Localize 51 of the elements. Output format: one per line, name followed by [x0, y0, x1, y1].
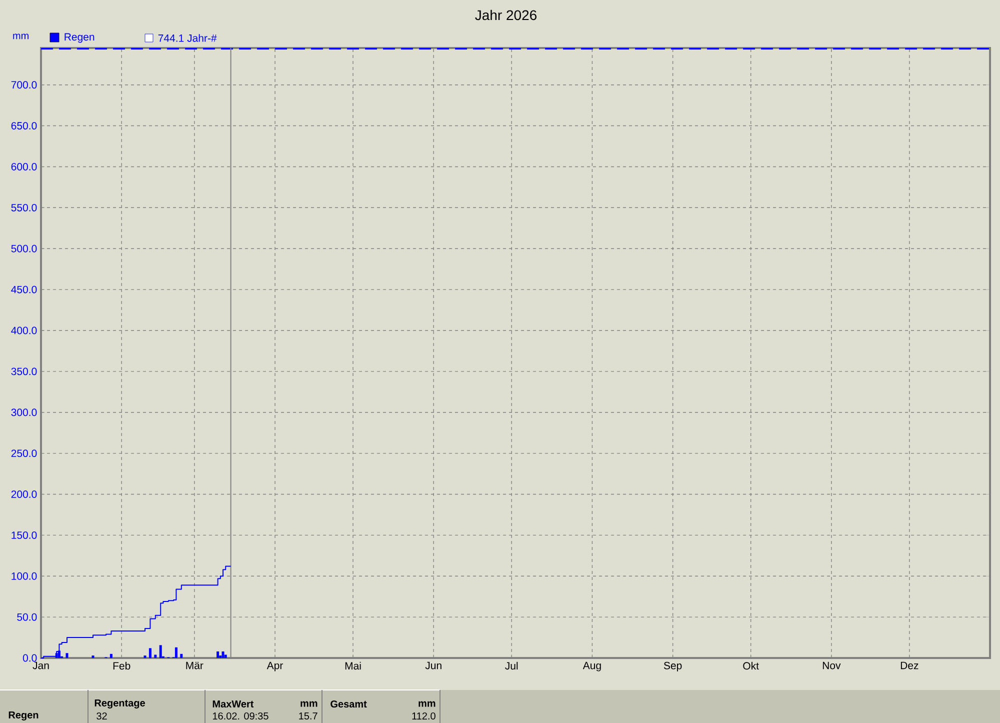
legend-label: 744.1 Jahr-#: [158, 34, 217, 42]
y-tick-label: 150.0: [12, 531, 37, 539]
text: 32: [96, 712, 107, 720]
x-tick-label: Feb: [113, 662, 130, 670]
legend-label: Regen: [64, 33, 94, 43]
chart-title: Jahr 2026: [475, 10, 536, 20]
x-tick-label: Mai: [345, 662, 361, 670]
bar: [174, 647, 178, 658]
y-tick-label: 0.0: [22, 654, 37, 662]
text: mm: [418, 701, 436, 707]
x-tick-label: Jan: [32, 662, 49, 670]
y-tick-label: 400.0: [11, 326, 37, 334]
x-tick-label: Sep: [664, 662, 682, 672]
x-tick-label: Nov: [822, 662, 841, 670]
y-tick-label: 500.0: [11, 244, 37, 252]
x-tick-label: Jul: [505, 662, 518, 670]
bar: [159, 645, 162, 658]
bar: [224, 654, 227, 658]
y-tick-label: 550.0: [11, 204, 37, 212]
y-tick-label: 200.0: [11, 490, 37, 498]
bar: [180, 654, 183, 658]
y-tick-label: 650.0: [11, 122, 37, 130]
text: 112.0: [412, 712, 436, 720]
bar: [66, 653, 68, 658]
x-tick-label: Aug: [582, 662, 601, 672]
y-tick-label: 300.0: [11, 408, 37, 416]
text: MaxWert: [212, 700, 254, 708]
x-tick-label: Dez: [900, 662, 918, 670]
x-tick-label: Okt: [743, 662, 759, 670]
y-tick-label: 50.0: [17, 613, 37, 621]
y-tick-label: 600.0: [11, 163, 37, 170]
x-tick-label: Apr: [266, 662, 284, 672]
bar: [110, 654, 112, 658]
text: Regentage: [94, 699, 145, 708]
y-tick-label: 100.0: [12, 572, 37, 580]
text: 16.02. 09:35: [212, 712, 268, 720]
y-axis-title: mm: [13, 34, 28, 40]
bar: [222, 651, 224, 658]
y-tick-label: 350.0: [11, 368, 37, 376]
y-tick-label: 450.0: [11, 286, 37, 294]
y-tick-label: 700.0: [11, 81, 37, 89]
bar: [154, 654, 157, 658]
x-tick-label: Mär: [186, 662, 204, 670]
y-tick-label: 250.0: [11, 450, 37, 458]
x-tick-label: Jun: [425, 662, 442, 670]
text: 15.7: [299, 712, 318, 720]
bar: [216, 651, 220, 658]
text: Gesamt: [330, 700, 367, 708]
text: Regen: [8, 711, 38, 720]
bar: [148, 648, 152, 658]
text: mm: [300, 701, 318, 707]
